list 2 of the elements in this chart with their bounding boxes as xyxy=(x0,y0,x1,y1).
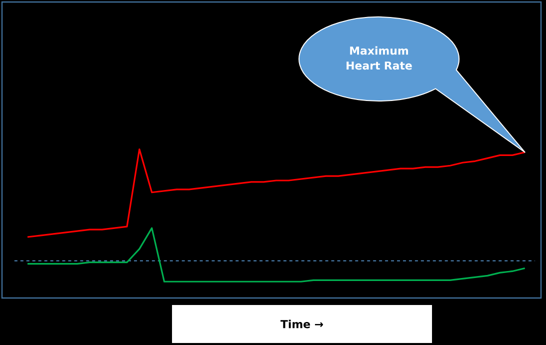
x-axis-title: Time → xyxy=(280,320,323,328)
text: Maximum Heart Rate xyxy=(346,46,412,70)
